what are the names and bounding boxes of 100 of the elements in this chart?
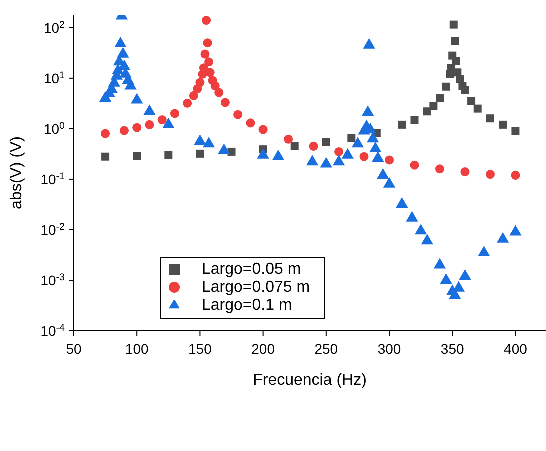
y-tick-label: 10$^{-4}$ [40, 322, 66, 339]
point [102, 152, 110, 161]
point [272, 150, 285, 160]
point [214, 88, 224, 98]
point [290, 142, 299, 150]
point [510, 225, 522, 236]
point [132, 123, 142, 132]
point [133, 152, 142, 160]
point [246, 118, 256, 128]
point [459, 269, 472, 280]
point [486, 114, 494, 123]
y-tick-label: 10$^{0}$ [44, 120, 66, 137]
point [497, 232, 510, 243]
point [210, 82, 220, 91]
point [434, 258, 446, 269]
point [206, 68, 215, 78]
point [170, 109, 180, 118]
point [145, 120, 154, 130]
y-tick-label: 10$^{-3}$ [40, 272, 66, 288]
point [284, 134, 294, 144]
point [421, 234, 434, 245]
x-axis-title: Frecuencia (Hz) [253, 372, 367, 389]
point [478, 246, 490, 257]
point [228, 148, 236, 156]
x-tick-label: 150 [188, 341, 212, 357]
point [370, 142, 382, 153]
point [183, 98, 192, 108]
point [189, 91, 198, 100]
point [461, 86, 470, 94]
y-axis-title: abs(V) (V) [8, 136, 26, 210]
point [131, 93, 144, 104]
point [360, 152, 369, 162]
point [202, 16, 212, 26]
point [435, 164, 445, 174]
point [499, 120, 508, 129]
x-tick-label: 250 [314, 341, 338, 357]
point [162, 118, 175, 128]
point [220, 98, 230, 108]
point [196, 78, 205, 88]
x-tick-label: 400 [504, 341, 528, 357]
point [144, 104, 156, 116]
point [474, 104, 482, 113]
point [164, 151, 173, 160]
x-tick-label: 350 [440, 341, 464, 357]
y-tick-label: 10$^{-1}$ [40, 170, 65, 188]
point [512, 127, 520, 136]
point [442, 82, 450, 91]
point [450, 20, 458, 29]
point [451, 37, 460, 46]
point [202, 137, 216, 148]
point [367, 132, 380, 143]
point [423, 108, 432, 116]
point [257, 148, 270, 159]
point [511, 170, 520, 180]
point [120, 126, 129, 136]
point [334, 147, 344, 156]
x-tick-label: 200 [252, 341, 276, 357]
point [436, 94, 444, 103]
point [348, 134, 356, 142]
point [158, 116, 167, 125]
x-tick-label: 100 [125, 341, 149, 357]
legend-label: Largo=0.1 m [202, 297, 292, 314]
point [204, 58, 214, 67]
point [196, 150, 204, 158]
point [454, 68, 462, 77]
point [398, 120, 406, 129]
point [383, 177, 396, 188]
point [194, 134, 206, 146]
point [460, 168, 470, 177]
point [218, 144, 230, 154]
point [309, 142, 318, 151]
point [200, 50, 210, 59]
x-tick-label: 50 [66, 341, 82, 357]
y-tick-label: 10$^{-2}$ [40, 221, 65, 238]
point [406, 211, 418, 222]
point [320, 157, 332, 168]
x-tick-label: 300 [378, 341, 402, 357]
y-tick-label: 10$^{1}$ [44, 70, 65, 86]
point [377, 168, 390, 179]
point [332, 155, 346, 166]
point [410, 160, 420, 170]
point [306, 155, 319, 166]
point [258, 125, 268, 134]
point [486, 170, 495, 180]
point [352, 137, 364, 148]
point [322, 138, 330, 146]
point [452, 57, 460, 66]
point [234, 110, 243, 120]
point [384, 156, 394, 165]
point [430, 102, 438, 110]
legend-label: Largo=0.075 m [202, 279, 310, 296]
point [468, 97, 476, 106]
point [342, 148, 354, 159]
point [362, 106, 374, 116]
legend-label: Largo=0.05 m [202, 261, 302, 278]
y-tick-label: 10$^{2}$ [44, 19, 65, 36]
point [372, 151, 384, 162]
point [414, 224, 428, 235]
point [440, 273, 452, 284]
point [203, 38, 212, 48]
